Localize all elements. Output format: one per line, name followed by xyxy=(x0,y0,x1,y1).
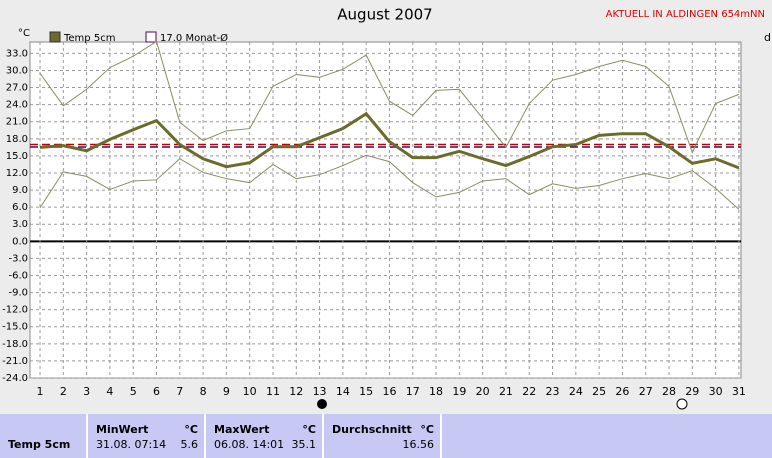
x-tick-label: 6 xyxy=(153,385,160,398)
y-tick-label: 0.0 xyxy=(12,236,28,247)
x-tick-label: 24 xyxy=(569,385,583,398)
value: 35.1 xyxy=(291,438,317,451)
x-tick-label: 14 xyxy=(336,385,350,398)
x-tick-label: 10 xyxy=(243,385,257,398)
x-tick-label: 19 xyxy=(452,385,466,398)
x-tick-label: 27 xyxy=(639,385,653,398)
y-tick-label: 12.0 xyxy=(6,168,28,179)
min-cell: MinWert °C 31.08. 07:14 5.6 xyxy=(86,414,204,458)
x-tick-label: 30 xyxy=(709,385,723,398)
chart: August 2007 AKTUELL IN ALDINGEN 654mNN °… xyxy=(2,6,771,410)
x-tick-label: 13 xyxy=(313,385,327,398)
y-unit: °C xyxy=(18,28,30,39)
unit: °C xyxy=(302,423,316,436)
row-label: Temp 5cm xyxy=(8,438,71,451)
subtitle: AKTUELL IN ALDINGEN 654mNN xyxy=(606,9,765,20)
value: 16.56 xyxy=(402,438,435,451)
x-unit: d xyxy=(764,31,771,44)
y-tick-label: -3.0 xyxy=(8,253,28,264)
time: 06.08. 14:01 xyxy=(214,438,285,451)
unit: °C xyxy=(184,423,198,436)
legend-swatch xyxy=(145,31,157,43)
moon-icon xyxy=(317,399,327,409)
label: MinWert xyxy=(96,423,149,436)
x-tick-label: 22 xyxy=(522,385,536,398)
y-tick-label: 3.0 xyxy=(12,219,28,230)
y-tick-label: -24.0 xyxy=(2,373,28,384)
x-tick-label: 31 xyxy=(732,385,746,398)
x-tick-label: 21 xyxy=(499,385,513,398)
y-tick-label: -21.0 xyxy=(2,356,28,367)
y-tick-label: -18.0 xyxy=(2,339,28,350)
y-tick-label: -6.0 xyxy=(8,270,28,281)
y-tick-label: 27.0 xyxy=(6,83,28,94)
avg-cell: Durchschnitt °C 16.56 xyxy=(322,414,442,458)
x-tick-label: 2 xyxy=(60,385,67,398)
x-tick-label: 15 xyxy=(359,385,373,398)
data-line xyxy=(39,111,740,170)
x-tick-label: 9 xyxy=(223,385,230,398)
x-tick-label: 23 xyxy=(546,385,560,398)
x-tick-label: 12 xyxy=(289,385,303,398)
x-tick-label: 18 xyxy=(429,385,443,398)
y-tick-label: -15.0 xyxy=(2,322,28,333)
y-tick-label: -9.0 xyxy=(8,288,28,299)
data-line xyxy=(39,154,740,210)
legend-swatch xyxy=(49,31,61,43)
y-tick-label: 21.0 xyxy=(6,117,28,128)
y-tick-label: 15.0 xyxy=(6,151,28,162)
x-tick-label: 28 xyxy=(662,385,676,398)
x-tick-label: 7 xyxy=(176,385,183,398)
max-cell: MaxWert °C 06.08. 14:01 35.1 xyxy=(204,414,322,458)
time: 31.08. 07:14 xyxy=(96,438,167,451)
x-tick-label: 29 xyxy=(685,385,699,398)
y-tick-label: 33.0 xyxy=(6,48,28,59)
x-tick-label: 5 xyxy=(130,385,137,398)
x-tick-label: 16 xyxy=(382,385,396,398)
x-tick-label: 25 xyxy=(592,385,606,398)
y-tick-label: 18.0 xyxy=(6,134,28,145)
stats-table: Temp 5cm MinWert °C 31.08. 07:14 5.6 Max… xyxy=(0,414,772,458)
data-line xyxy=(39,40,740,154)
x-tick-label: 26 xyxy=(615,385,629,398)
x-tick-label: 11 xyxy=(266,385,280,398)
chart-title: August 2007 xyxy=(337,6,432,24)
label: MaxWert xyxy=(214,423,270,436)
y-tick-label: 6.0 xyxy=(12,202,28,213)
y-tick-label: 24.0 xyxy=(6,100,28,111)
x-tick-label: 4 xyxy=(106,385,113,398)
moon-icon xyxy=(676,398,688,410)
y-tick-label: -12.0 xyxy=(2,305,28,316)
x-tick-label: 8 xyxy=(200,385,207,398)
y-tick-label: 9.0 xyxy=(12,185,28,196)
unit: °C xyxy=(420,423,434,436)
legend-label: Temp 5cm xyxy=(63,33,115,44)
legend-label: 17.0 Monat-Ø xyxy=(160,32,228,44)
x-tick-label: 17 xyxy=(406,385,420,398)
x-tick-label: 3 xyxy=(83,385,90,398)
x-tick-label: 1 xyxy=(37,385,44,398)
value: 5.6 xyxy=(180,438,199,451)
label: Durchschnitt xyxy=(332,423,412,436)
y-tick-label: 30.0 xyxy=(6,65,28,76)
x-tick-label: 20 xyxy=(476,385,490,398)
